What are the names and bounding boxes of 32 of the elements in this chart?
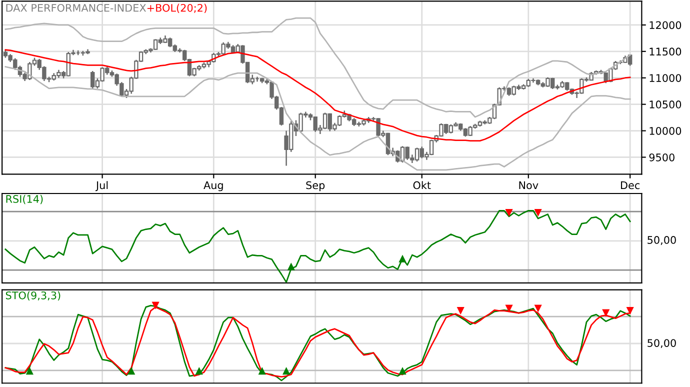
text: 50,00 (648, 339, 676, 348)
point (626, 307, 634, 315)
point (282, 366, 290, 375)
x-tick-label: Jul (95, 181, 108, 192)
x-tick-label: Nov (519, 181, 538, 190)
point (258, 366, 266, 375)
point (602, 309, 610, 317)
point (534, 304, 542, 312)
text: STO(9,3,3) (6, 291, 60, 301)
x-tick-label: Aug (204, 181, 223, 192)
y-tick-label: 11500 (650, 48, 682, 56)
x-tick-label: Okt (413, 181, 431, 190)
point (398, 366, 406, 375)
y-tick-label: 9500 (649, 153, 674, 162)
y-tick-label: 12000 (650, 21, 682, 30)
y-tick-label: 10500 (650, 100, 682, 108)
point (195, 366, 203, 375)
line-series (4, 49, 631, 142)
chart-title: DAX PERFORMANCE-INDEX (6, 4, 146, 12)
text: 50,00 (648, 236, 676, 245)
y-tick-label: 10000 (650, 126, 682, 135)
x-tick-label: Dec (621, 181, 640, 190)
text: +BOL(20;2) (147, 4, 207, 14)
point (152, 302, 160, 310)
x-tick-label: Sep (306, 181, 325, 192)
point (26, 366, 34, 375)
line-series (4, 17, 631, 118)
text: RSI(14) (6, 194, 43, 204)
point (128, 366, 136, 375)
y-tick-label: 11000 (650, 74, 682, 82)
point (505, 304, 513, 312)
point (456, 307, 464, 315)
